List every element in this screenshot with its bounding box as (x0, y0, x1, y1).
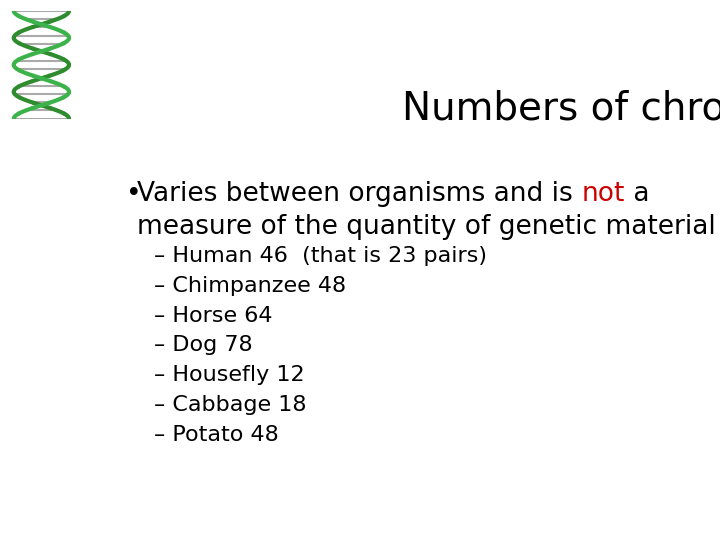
Text: Varies between organisms and is: Varies between organisms and is (138, 181, 582, 207)
Text: not: not (582, 181, 625, 207)
Text: a: a (625, 181, 649, 207)
Text: – Housefly 12: – Housefly 12 (154, 366, 305, 386)
Text: – Potato 48: – Potato 48 (154, 426, 279, 446)
Text: Numbers of chromosomes: Numbers of chromosomes (402, 90, 720, 127)
Text: – Dog 78: – Dog 78 (154, 335, 253, 355)
Text: – Human 46  (that is 23 pairs): – Human 46 (that is 23 pairs) (154, 246, 487, 266)
Text: – Cabbage 18: – Cabbage 18 (154, 395, 307, 415)
Text: •: • (126, 181, 142, 207)
Text: measure of the quantity of genetic material: measure of the quantity of genetic mater… (138, 214, 716, 240)
Text: – Horse 64: – Horse 64 (154, 306, 273, 326)
Text: – Chimpanzee 48: – Chimpanzee 48 (154, 275, 346, 295)
